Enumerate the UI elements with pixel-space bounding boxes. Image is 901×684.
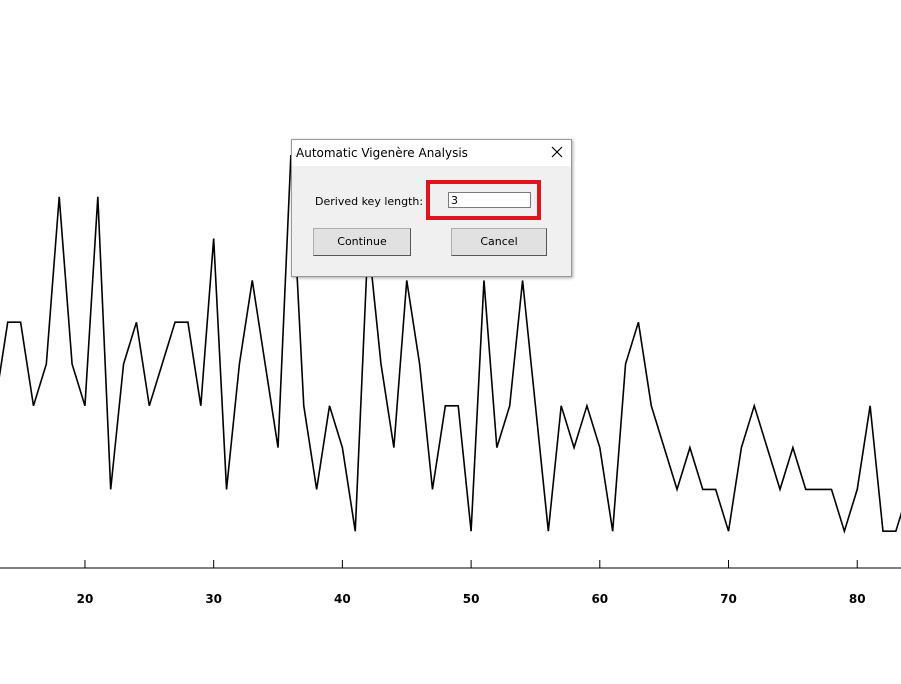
data-line bbox=[0, 154, 901, 534]
highlight-box bbox=[426, 180, 541, 220]
x-tick-label: 40 bbox=[334, 592, 351, 606]
title-bar: Automatic Vigenère Analysis bbox=[292, 140, 571, 166]
cancel-button[interactable]: Cancel bbox=[451, 228, 547, 256]
x-tick-label: 30 bbox=[205, 592, 222, 606]
x-tick-label: 80 bbox=[849, 592, 866, 606]
dialog-title: Automatic Vigenère Analysis bbox=[296, 146, 468, 160]
field-label: Derived key length: bbox=[315, 195, 424, 208]
x-tick-label: 70 bbox=[720, 592, 737, 606]
dialog: Automatic Vigenère Analysis Derived key … bbox=[291, 139, 572, 277]
continue-button[interactable]: Continue bbox=[313, 228, 411, 256]
x-tick-label: 60 bbox=[591, 592, 608, 606]
close-button[interactable] bbox=[548, 143, 566, 161]
x-tick-label: 20 bbox=[77, 592, 94, 606]
x-tick-label: 50 bbox=[463, 592, 480, 606]
key-length-input[interactable]: 3 bbox=[448, 192, 531, 208]
